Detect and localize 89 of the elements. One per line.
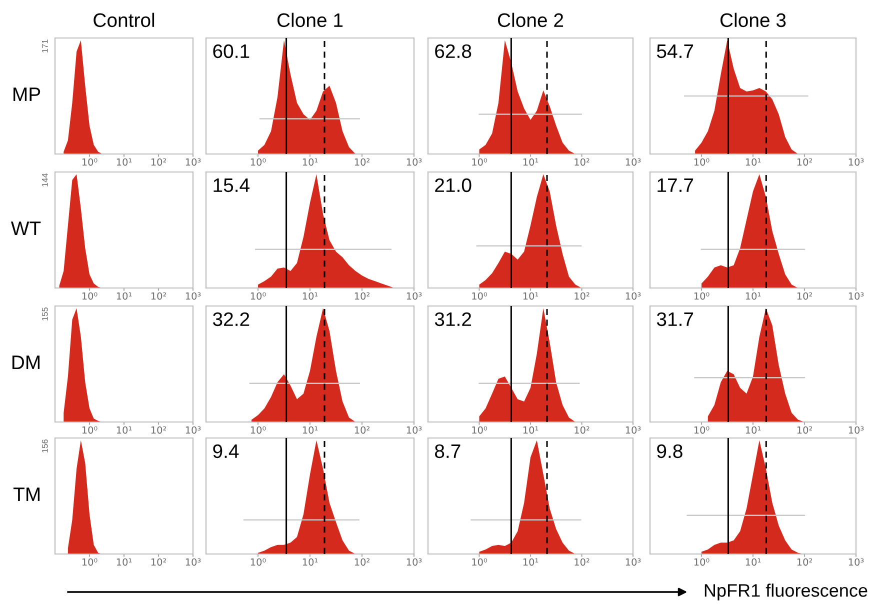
x-tick-label: 10²: [354, 292, 370, 300]
x-tick-label: 10²: [574, 292, 590, 300]
x-tick-label: 10³: [186, 426, 201, 434]
x-tick-label: 10³: [406, 292, 422, 300]
x-tick-label: 10²: [151, 292, 166, 300]
x-tick-label: 10⁰: [472, 426, 488, 434]
x-tick-label: 10⁰: [694, 158, 710, 166]
annotation: 31.7: [656, 312, 694, 326]
x-tick-label: 10³: [186, 558, 201, 566]
annotation: 54.7: [656, 44, 694, 58]
chart-title: Clone 2: [498, 12, 564, 28]
x-tick-label: 10²: [354, 158, 370, 166]
x-tick-label: 10⁰: [82, 158, 98, 166]
x-tick-label: 10²: [354, 558, 370, 566]
x-axis-title: NpFR1 fluorescence: [704, 584, 868, 600]
x-tick-label: 10¹: [746, 292, 761, 300]
x-tick-label: 10²: [574, 558, 590, 566]
x-tick-label: 10¹: [523, 558, 538, 566]
chart-title: Clone 1: [277, 12, 343, 28]
annotation: 31.2: [434, 312, 472, 326]
annotation: 17.7: [658, 178, 694, 192]
x-tick-label: 10²: [151, 426, 166, 434]
x-tick-label: 10²: [354, 426, 370, 434]
x-tick-label: 10³: [848, 158, 864, 166]
x-tick-label: 10⁰: [472, 558, 488, 566]
chart-title: Clone 3: [720, 12, 786, 28]
x-tick-label: 10¹: [746, 558, 761, 566]
x-tick-label: 10⁰: [250, 292, 266, 300]
annotation: 9.8: [657, 444, 682, 458]
annotation: 9.4: [213, 444, 239, 458]
annotation: 32.2: [212, 312, 250, 326]
x-tick-label: 10¹: [116, 292, 132, 300]
x-tick-label: 10²: [797, 292, 812, 300]
text: 171: [42, 40, 48, 52]
x-tick-label: 10⁰: [82, 426, 98, 434]
annotation: 60.1: [213, 44, 250, 58]
y-axis-title: MP: [14, 88, 40, 102]
x-tick-label: 10⁰: [472, 158, 488, 166]
x-tick-label: 10⁰: [250, 158, 266, 166]
x-tick-label: 10¹: [746, 158, 761, 166]
x-tick-label: 10¹: [746, 426, 761, 434]
x-tick-label: 10³: [848, 292, 864, 300]
x-tick-label: 10³: [848, 426, 864, 434]
x-tick-label: 10¹: [116, 426, 132, 434]
x-tick-label: 10³: [186, 158, 201, 166]
x-tick-label: 10²: [797, 558, 812, 566]
x-tick-label: 10¹: [302, 292, 318, 300]
x-tick-label: 10¹: [523, 292, 538, 300]
x-tick-label: 10⁰: [472, 292, 488, 300]
x-tick-label: 10⁰: [694, 292, 710, 300]
annotation: 62.8: [435, 44, 472, 58]
x-tick-label: 10²: [151, 558, 166, 566]
y-axis-title: DM: [12, 356, 40, 370]
x-tick-label: 10³: [626, 558, 641, 566]
x-tick-label: 10²: [574, 426, 590, 434]
x-tick-label: 10⁰: [694, 558, 710, 566]
x-tick-label: 10¹: [116, 158, 132, 166]
x-tick-label: 10³: [626, 158, 641, 166]
x-tick-label: 10³: [406, 426, 422, 434]
y-axis-title: WT: [10, 222, 41, 236]
chart-title: Control: [94, 12, 154, 28]
x-tick-label: 10¹: [116, 558, 132, 566]
x-tick-label: 10³: [626, 426, 641, 434]
x-tick-label: 10⁰: [250, 426, 266, 434]
x-tick-label: 10³: [406, 558, 422, 566]
y-axis-title: TM: [13, 488, 40, 502]
x-tick-label: 10¹: [523, 426, 538, 434]
text: 156: [42, 440, 48, 452]
x-tick-label: 10¹: [302, 158, 318, 166]
x-tick-label: 10¹: [302, 426, 318, 434]
text: 155: [42, 308, 48, 320]
x-tick-label: 10¹: [523, 158, 538, 166]
x-tick-label: 10³: [406, 158, 422, 166]
x-tick-label: 10⁰: [250, 558, 266, 566]
x-tick-label: 10³: [186, 292, 201, 300]
x-tick-label: 10⁰: [82, 558, 98, 566]
x-tick-label: 10⁰: [82, 292, 98, 300]
annotation: 8.7: [434, 444, 460, 458]
x-tick-label: 10¹: [302, 558, 318, 566]
x-tick-label: 10³: [626, 292, 641, 300]
annotation: 15.4: [214, 178, 250, 192]
x-tick-label: 10⁰: [694, 426, 710, 434]
x-tick-label: 10²: [574, 158, 590, 166]
x-tick-label: 10²: [797, 426, 812, 434]
x-tick-label: 10²: [151, 158, 166, 166]
text: 144: [42, 173, 48, 186]
annotation: 21.0: [435, 178, 472, 192]
x-tick-label: 10²: [797, 158, 812, 166]
x-tick-label: 10³: [848, 558, 864, 566]
